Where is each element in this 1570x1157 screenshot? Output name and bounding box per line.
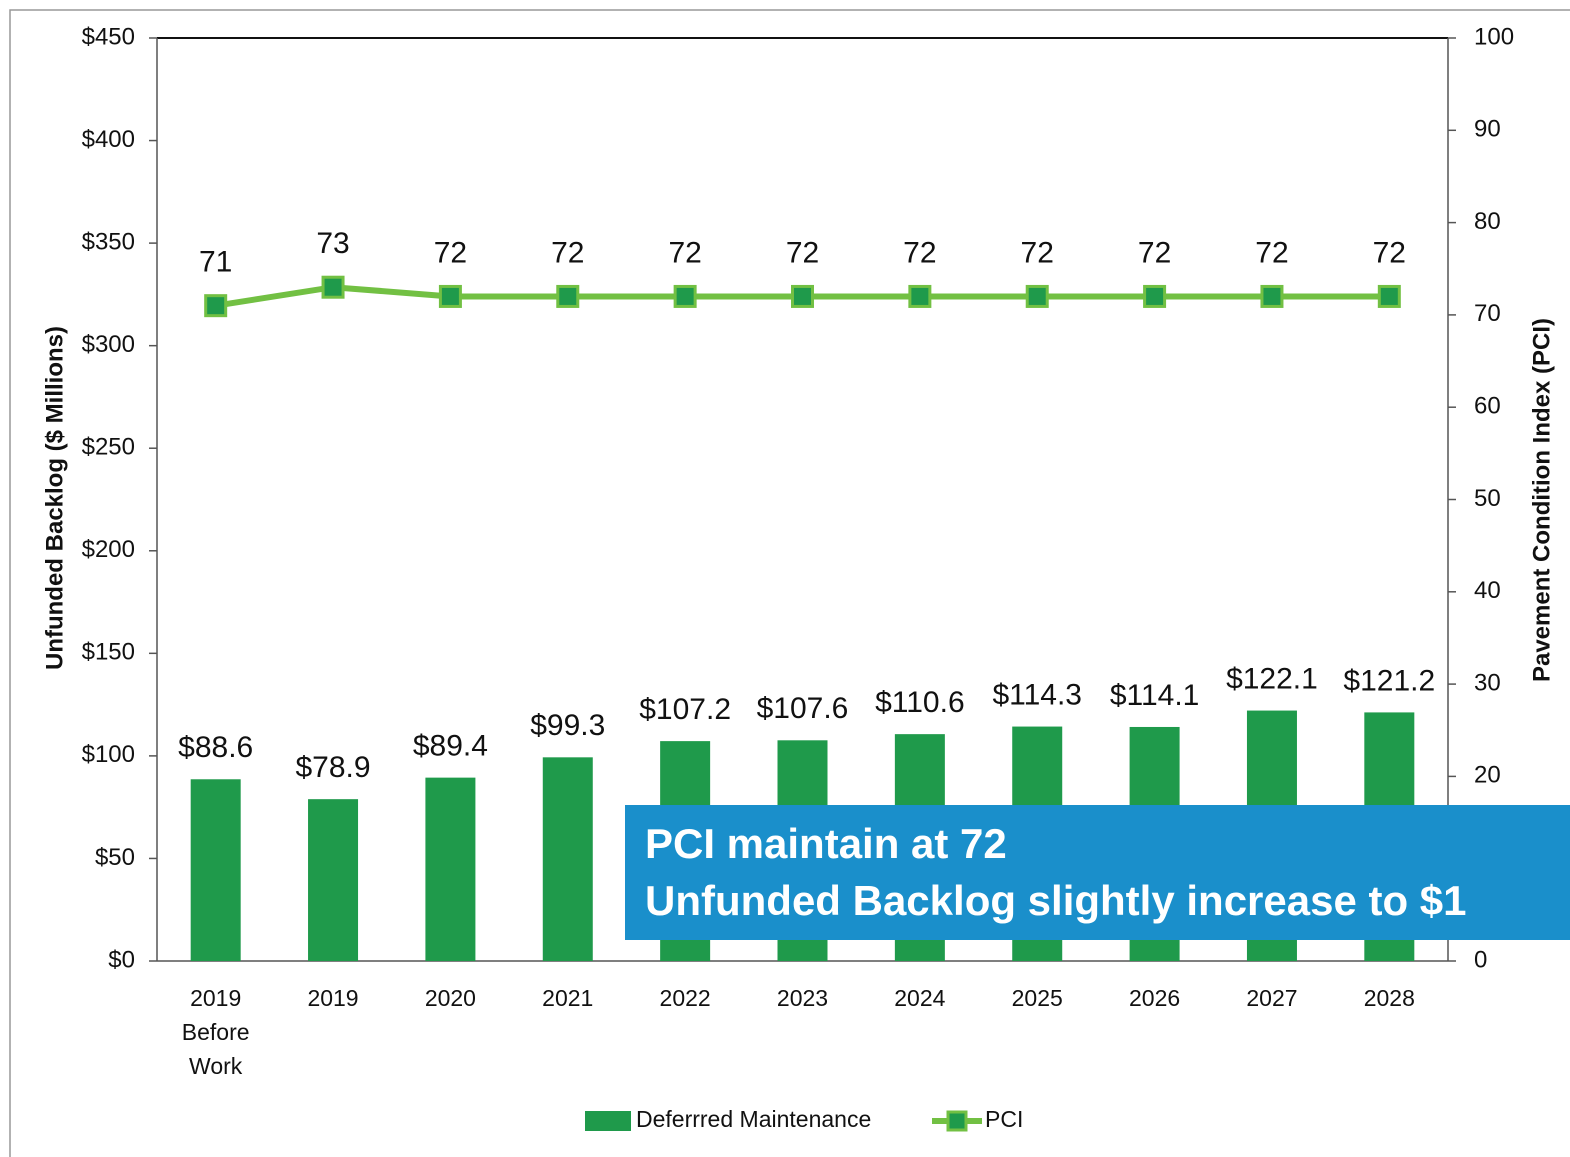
bar: [190, 779, 241, 961]
y2-tick-label: 60: [1474, 393, 1501, 420]
bar-value-label: $107.6: [757, 692, 849, 725]
bar-value-label: $110.6: [875, 686, 965, 719]
bar-value-label: $114.1: [1110, 679, 1200, 712]
y2-tick-label: 0: [1474, 946, 1487, 973]
x-tick-label: 2028: [1363, 985, 1415, 1011]
pci-value-label: 72: [1255, 236, 1288, 269]
pci-marker: [556, 284, 580, 308]
y2-tick-label: 100: [1474, 23, 1514, 50]
annotation-text: Unfunded Backlog slightly increase to $1: [645, 877, 1467, 924]
x-tick-label: 2022: [659, 985, 711, 1011]
legend-label: Deferrred Maintenance: [636, 1106, 871, 1132]
x-tick-label: 2019 Before Work: [181, 985, 250, 1079]
bar: [425, 777, 476, 961]
pci-marker: [1143, 284, 1167, 308]
pci-marker: [438, 284, 462, 308]
y2-tick-label: 30: [1474, 669, 1501, 696]
y-tick-label: $350: [82, 228, 135, 255]
pci-marker: [791, 284, 814, 308]
pci-marker: [673, 284, 697, 308]
y-tick-label: $450: [82, 23, 135, 50]
pci-marker: [1260, 284, 1284, 308]
pci-marker: [908, 284, 932, 308]
pci-marker: [1377, 284, 1401, 308]
pci-value-label: 72: [1138, 236, 1171, 269]
bar-value-label: $88.6: [178, 731, 253, 764]
y2-tick-label: 90: [1474, 116, 1501, 143]
y-tick-label: $400: [82, 126, 135, 153]
pci-value-label: 71: [199, 246, 232, 279]
x-tick-label: 2019: [307, 985, 359, 1011]
bar-value-label: $89.4: [413, 730, 488, 763]
pci-value-label: 72: [434, 236, 467, 269]
y2-axis-title: Pavement Condition Index (PCI): [1528, 318, 1555, 682]
y-tick-label: $0: [108, 946, 135, 973]
bar-value-label: $114.3: [992, 678, 1082, 711]
annotation-box: [625, 805, 1570, 940]
annotation-text: PCI maintain at 72: [645, 820, 1007, 867]
bar-value-label: $122.1: [1226, 662, 1318, 695]
y-tick-label: $200: [82, 536, 135, 563]
x-tick-label: 2024: [894, 985, 946, 1011]
pci-marker: [204, 294, 228, 318]
bar: [542, 757, 593, 961]
y2-tick-label: 80: [1474, 208, 1501, 235]
pci-value-label: 72: [1373, 236, 1406, 269]
pci-value-label: 72: [1021, 236, 1054, 269]
x-tick-label: 2021: [542, 985, 594, 1011]
pci-marker: [1025, 284, 1049, 308]
pci-value-label: 72: [786, 236, 819, 269]
y2-tick-label: 50: [1474, 485, 1501, 512]
legend-marker: [946, 1110, 968, 1132]
x-tick-label: 2027: [1246, 985, 1298, 1011]
y-tick-label: $50: [95, 844, 135, 871]
bar-value-label: $107.2: [639, 693, 731, 726]
y-tick-label: $250: [82, 434, 135, 461]
x-tick-label: 2023: [776, 985, 829, 1011]
y2-tick-label: 70: [1474, 300, 1501, 327]
bar-value-label: $121.2: [1343, 664, 1435, 697]
legend-label: PCI: [985, 1106, 1023, 1132]
pci-value-label: 72: [668, 236, 701, 269]
bar-value-label: $78.9: [296, 751, 371, 784]
pci-value-label: 72: [551, 236, 584, 269]
x-tick-label: 2026: [1128, 985, 1181, 1011]
legend-swatch: [585, 1111, 631, 1131]
bar-value-label: $99.3: [530, 709, 605, 742]
y-axis-title: Unfunded Backlog ($ Millions): [41, 326, 68, 670]
bar: [308, 799, 359, 961]
x-tick-label: 2025: [1011, 985, 1063, 1011]
y2-tick-label: 40: [1474, 577, 1501, 604]
y2-tick-label: 20: [1474, 762, 1501, 789]
y-tick-label: $150: [82, 639, 135, 666]
y-tick-label: $100: [82, 741, 135, 768]
frame: [9, 9, 1570, 1157]
x-tick-label: 2020: [424, 985, 476, 1011]
pci-value-label: 72: [903, 236, 936, 269]
y-tick-label: $300: [82, 331, 135, 358]
pci-value-label: 73: [316, 227, 349, 260]
pci-marker: [321, 275, 345, 299]
